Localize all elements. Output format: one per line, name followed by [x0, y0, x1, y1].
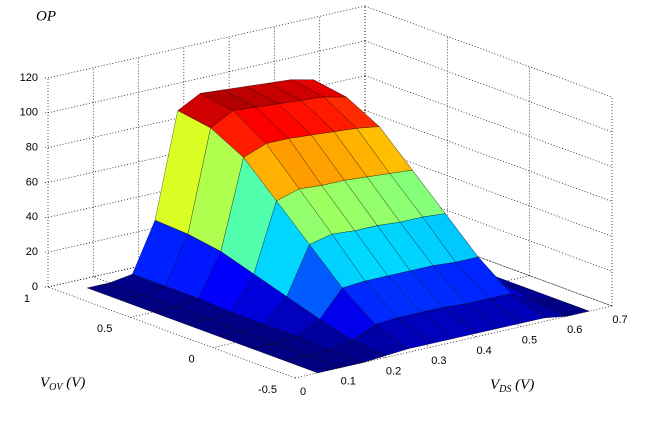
- grid-line: [364, 214, 613, 307]
- x-tick-label: 0.2: [386, 365, 401, 377]
- x-tick-label: 0.6: [567, 324, 582, 336]
- y-label-unit: (V): [63, 375, 86, 391]
- z-tick-label: 0: [32, 281, 38, 293]
- z-tick-label: 60: [26, 176, 38, 188]
- x-label-base: V: [490, 377, 501, 393]
- grid-line: [47, 286, 296, 379]
- z-tick-label: 120: [20, 72, 38, 84]
- surface-patch: [284, 355, 341, 374]
- y-tick-label: 0: [189, 354, 195, 366]
- z-tick-label: 40: [26, 211, 38, 223]
- x-tick-label: 0.5: [522, 334, 537, 346]
- x-axis-label: VDS (V): [490, 377, 534, 395]
- x-tick-label: 0.1: [341, 376, 356, 388]
- grid-line: [364, 5, 613, 98]
- z-axis-label: OP: [36, 8, 56, 24]
- grid-line: [47, 5, 366, 79]
- y-tick-label: -0.5: [258, 384, 277, 396]
- z-tick-label: 100: [20, 107, 38, 119]
- y-label-base: V: [40, 375, 51, 391]
- x-tick-label: 0.4: [476, 345, 491, 357]
- grid-line: [364, 110, 613, 202]
- grid-line: [364, 179, 613, 272]
- y-tick-label: 0.5: [97, 323, 112, 335]
- grid-line: [364, 75, 613, 167]
- x-tick-label: 0.7: [612, 314, 627, 326]
- y-label-sub: OV: [49, 382, 64, 393]
- y-axis-label: VOV (V): [40, 375, 85, 393]
- z-tick-label: 20: [26, 246, 38, 258]
- grid-line: [364, 145, 613, 237]
- grid-line: [47, 40, 366, 114]
- x-label-sub: DS: [498, 384, 511, 395]
- y-tick-label: 1: [24, 293, 30, 305]
- z-tick-label: 80: [26, 142, 38, 154]
- x-tick-label: 0.3: [431, 355, 446, 367]
- x-label-unit: (V): [511, 377, 534, 393]
- grid-line: [364, 40, 613, 133]
- x-tick-label: 0: [300, 386, 306, 398]
